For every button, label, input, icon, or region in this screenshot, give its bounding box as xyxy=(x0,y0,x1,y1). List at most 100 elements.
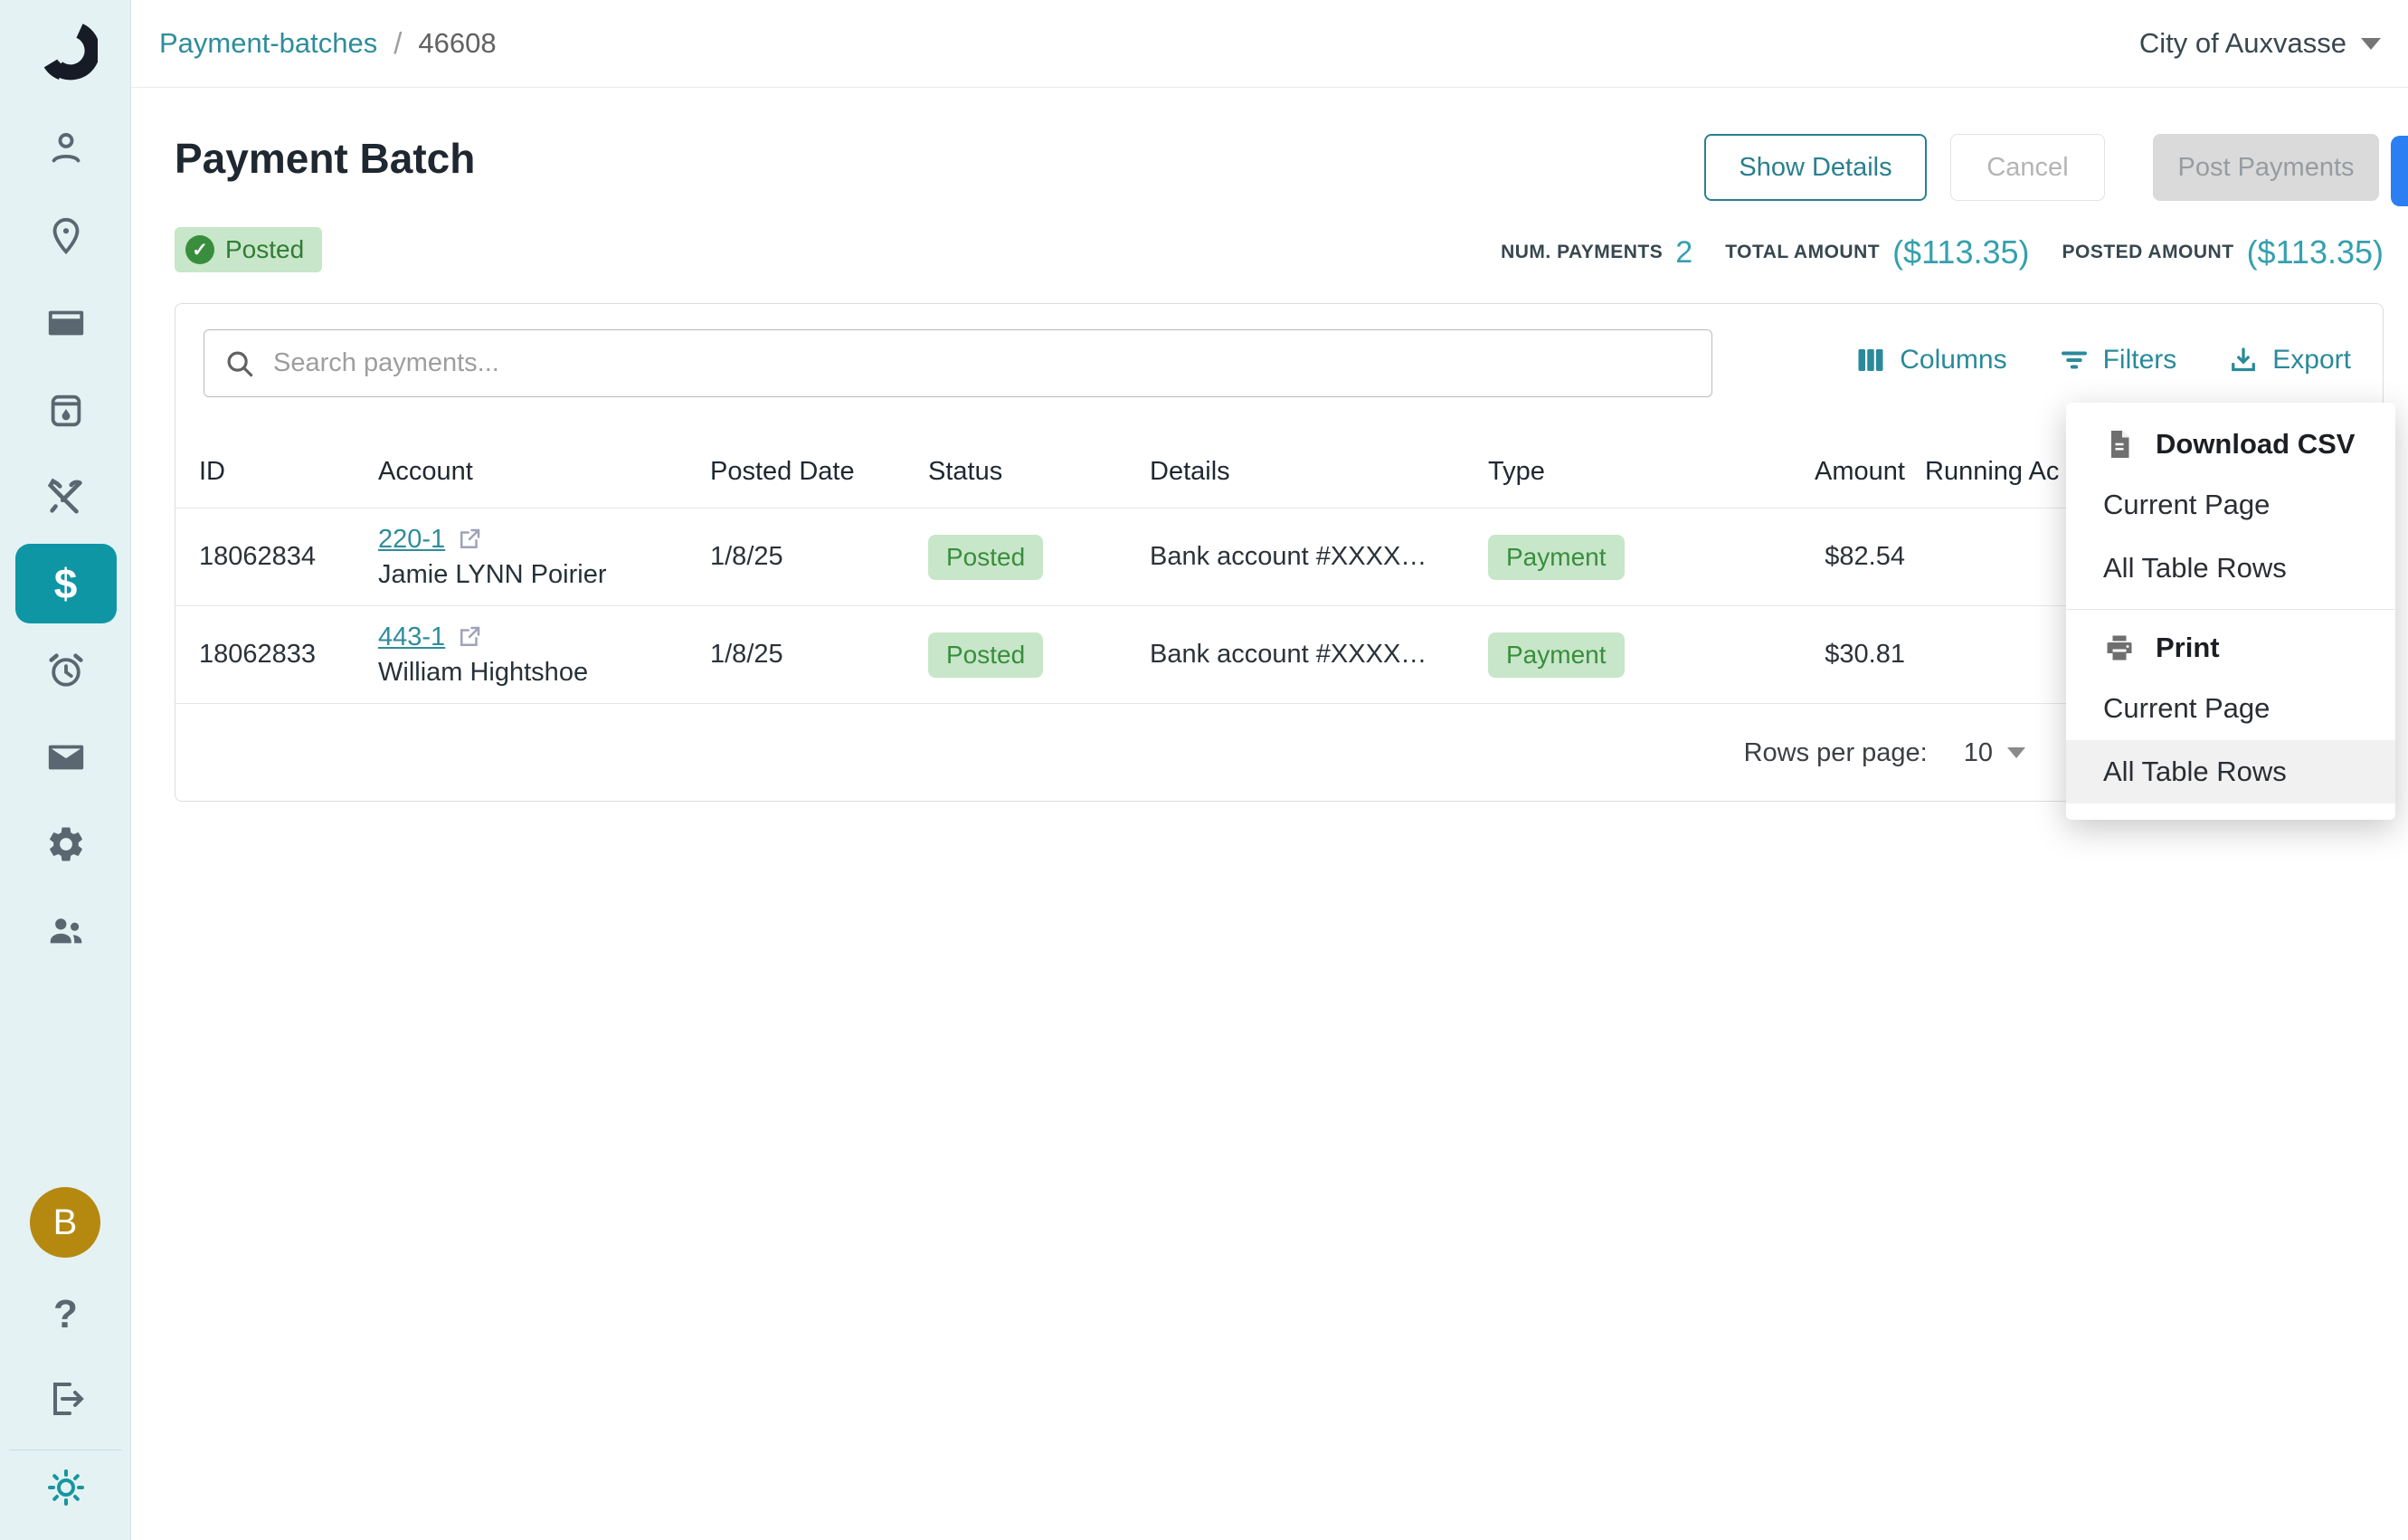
col-header-type[interactable]: Type xyxy=(1488,456,1545,486)
sidebar-item-messages[interactable] xyxy=(41,732,91,783)
cell-type: Payment xyxy=(1488,534,1705,580)
people-icon xyxy=(50,918,81,944)
cell-id: 18062834 xyxy=(199,542,317,571)
sidebar-item-schedules[interactable] xyxy=(41,645,91,696)
filters-label: Filters xyxy=(2102,345,2177,375)
alarm-clock-icon xyxy=(48,653,83,687)
search-input[interactable] xyxy=(273,348,1693,378)
cell-status: Posted xyxy=(928,534,1150,580)
menu-item-csv-all-rows[interactable]: All Table Rows xyxy=(2103,552,2287,584)
check-icon: ✓ xyxy=(185,235,214,264)
stat-value: 2 xyxy=(1675,234,1693,270)
col-header-account[interactable]: Account xyxy=(378,456,473,486)
type-chip: Payment xyxy=(1488,632,1625,678)
menu-item-print-current-page[interactable]: Current Page xyxy=(2103,692,2271,724)
columns-button[interactable]: Columns xyxy=(1854,344,2007,376)
sidebar-item-locations[interactable] xyxy=(41,211,91,261)
sidebar-item-person[interactable] xyxy=(41,124,91,175)
col-header-running-balance[interactable]: Running Ac xyxy=(1925,456,2060,486)
logout-icon[interactable] xyxy=(0,1377,131,1421)
col-header-details[interactable]: Details xyxy=(1150,456,1230,486)
table-header-row: ID Account Posted Date Status Details Ty… xyxy=(175,435,2383,508)
col-header-amount[interactable]: Amount xyxy=(1815,456,1905,486)
breadcrumb: Payment-batches / 46608 xyxy=(159,26,497,61)
org-selector[interactable]: City of Auxvasse xyxy=(2139,27,2381,60)
menu-item-csv-current-page[interactable]: Current Page xyxy=(2103,489,2271,520)
printer-icon xyxy=(2107,635,2132,661)
partial-edge-button[interactable] xyxy=(2391,136,2408,206)
gear-icon xyxy=(49,827,82,861)
breadcrumb-link[interactable]: Payment-batches xyxy=(159,27,378,59)
rows-per-page-value: 10 xyxy=(1963,737,1993,767)
topbar: Payment-batches / 46608 City of Auxvasse xyxy=(131,0,2408,88)
payments-table-card: Columns Filters Export ID Account Posted… xyxy=(175,303,2384,802)
stat-value: ($113.35) xyxy=(2246,233,2384,271)
sidebar-item-settings[interactable] xyxy=(41,819,91,870)
col-header-status[interactable]: Status xyxy=(928,456,1003,486)
dollar-icon: $ xyxy=(53,560,78,607)
sidebar-item-meters[interactable] xyxy=(41,385,91,435)
export-download-icon xyxy=(2232,347,2256,372)
sidebar-nav: $ xyxy=(0,124,131,956)
show-details-button[interactable]: Show Details xyxy=(1704,134,1927,201)
search-icon xyxy=(227,351,253,376)
export-menu-print-label: Print xyxy=(2156,632,2220,663)
org-selector-label: City of Auxvasse xyxy=(2138,27,2346,59)
breadcrumb-current: 46608 xyxy=(418,27,497,59)
export-menu: Download CSV Current Page All Table Rows… xyxy=(2066,403,2395,820)
cell-status: Posted xyxy=(928,632,1150,678)
col-header-posted-date[interactable]: Posted Date xyxy=(710,456,855,486)
sidebar: $ xyxy=(0,0,131,1540)
chevron-down-icon xyxy=(2007,747,2025,758)
external-link-icon[interactable] xyxy=(456,623,483,651)
col-header-id[interactable]: ID xyxy=(199,456,225,486)
post-payments-button[interactable]: Post Payments xyxy=(2153,134,2379,201)
export-menu-print-header: Print xyxy=(2066,619,2395,677)
app-logo-icon xyxy=(41,24,98,81)
table-row[interactable]: 18062833 443-1 William Hightshoe 1/8/25 … xyxy=(175,605,2383,703)
status-badge-label: Posted xyxy=(225,235,305,263)
mail-icon xyxy=(48,745,83,770)
cancel-button[interactable]: Cancel xyxy=(1950,134,2105,201)
rows-per-page-label: Rows per page: xyxy=(1743,737,1928,767)
sidebar-item-payments[interactable]: $ xyxy=(14,544,117,623)
theme-sun-icon[interactable] xyxy=(0,1466,131,1509)
stat-label: NUM. PAYMENTS xyxy=(1501,242,1664,262)
status-badge: ✓ Posted xyxy=(175,227,323,272)
account-link[interactable]: 220-1 xyxy=(378,524,446,554)
pagination-bar: Rows per page: 10 xyxy=(175,703,2383,802)
export-menu-csv-header: Download CSV xyxy=(2066,415,2395,473)
help-icon[interactable]: ? xyxy=(53,1292,78,1336)
columns-label: Columns xyxy=(1900,345,2007,375)
export-label: Export xyxy=(2272,345,2351,375)
app-logo[interactable] xyxy=(0,20,131,83)
sidebar-item-billing[interactable] xyxy=(41,298,91,348)
cell-amount: $82.54 xyxy=(1825,542,1905,571)
page-title: Payment Batch xyxy=(175,135,476,182)
rows-per-page-select[interactable]: 10 xyxy=(1964,738,2025,768)
cell-amount: $30.81 xyxy=(1825,640,1905,669)
stat-value: ($113.35) xyxy=(1892,233,2030,271)
location-pin-icon xyxy=(52,217,79,255)
stat-posted-amount: POSTED AMOUNT ($113.35) xyxy=(2062,233,2384,271)
stat-label: TOTAL AMOUNT xyxy=(1725,242,1881,262)
menu-divider xyxy=(2066,609,2395,610)
sidebar-item-work-orders[interactable] xyxy=(41,471,91,522)
menu-item-print-all-rows[interactable]: All Table Rows xyxy=(2066,740,2395,803)
account-link[interactable]: 443-1 xyxy=(378,622,446,651)
avatar[interactable]: B xyxy=(30,1187,100,1258)
cell-posted-date: 1/8/25 xyxy=(710,640,783,669)
file-icon xyxy=(2111,431,2129,458)
breadcrumb-separator: / xyxy=(393,26,403,60)
chevron-down-icon xyxy=(2361,37,2381,50)
table-row[interactable]: 18062834 220-1 Jamie LYNN Poirier 1/8/25… xyxy=(175,508,2383,605)
account-name: William Hightshoe xyxy=(378,657,589,687)
person-icon xyxy=(52,132,80,163)
export-button[interactable]: Export xyxy=(2227,344,2351,376)
filters-button[interactable]: Filters xyxy=(2058,344,2177,376)
sidebar-item-users[interactable] xyxy=(41,906,91,956)
cell-type: Payment xyxy=(1488,632,1705,678)
stat-label: POSTED AMOUNT xyxy=(2062,242,2234,262)
filters-icon xyxy=(2061,351,2087,369)
external-link-icon[interactable] xyxy=(456,526,483,553)
